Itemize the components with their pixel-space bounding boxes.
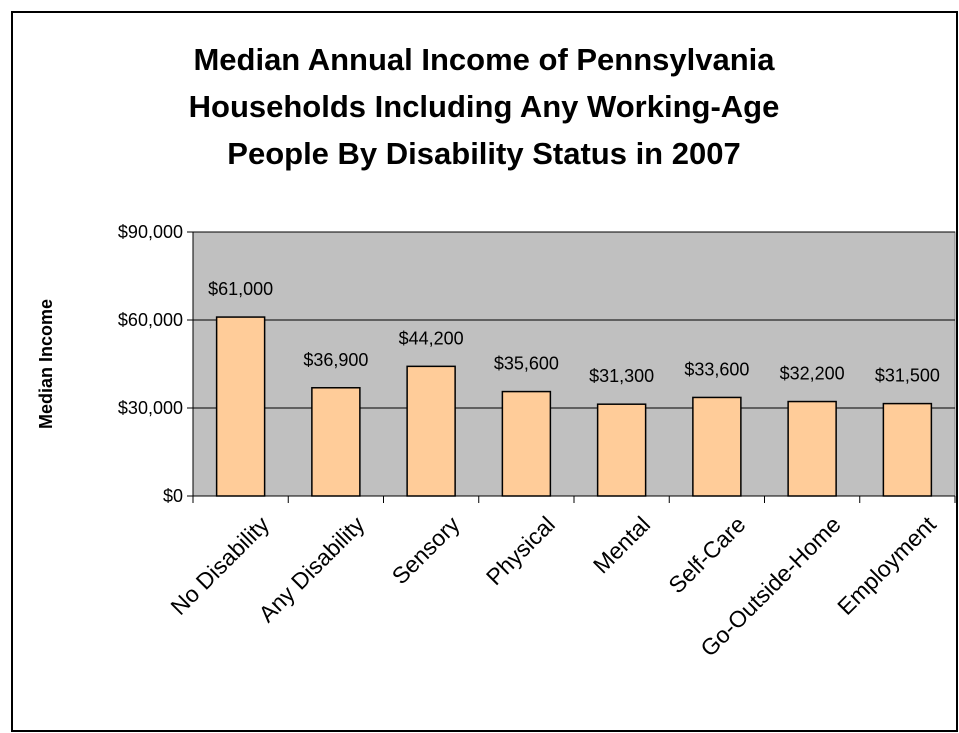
data-label: $36,900 bbox=[303, 350, 368, 370]
bar-go-outside-home bbox=[787, 400, 837, 497]
data-labels: $61,000 $36,900 $44,200 $35,600 $31,300 $33,6… bbox=[208, 279, 940, 386]
y-tick-labels: $0 $30,000 $60,000 $90,000 bbox=[118, 222, 183, 506]
data-label: $61,000 bbox=[208, 279, 273, 299]
bar-self-care bbox=[692, 396, 742, 497]
data-label: $33,600 bbox=[684, 359, 749, 379]
title-line-1: Median Annual Income of Pennsylvania bbox=[193, 42, 775, 77]
bar-sensory bbox=[406, 365, 456, 497]
y-axis-label: Median Income bbox=[36, 299, 56, 429]
bars bbox=[215, 316, 933, 497]
bar-no-disability bbox=[215, 316, 266, 497]
title-line-2: Households Including Any Working-Age bbox=[189, 89, 780, 124]
y-tick-label: $60,000 bbox=[118, 310, 183, 330]
bar-physical bbox=[501, 390, 552, 497]
bar-mental bbox=[596, 403, 647, 497]
data-label: $44,200 bbox=[399, 328, 464, 348]
bar-any-disability bbox=[311, 387, 361, 497]
data-label: $31,300 bbox=[589, 366, 654, 386]
bar-employment bbox=[882, 402, 933, 497]
y-tick-label: $30,000 bbox=[118, 398, 183, 418]
title-line-3: People By Disability Status in 2007 bbox=[227, 136, 740, 171]
data-label: $32,200 bbox=[780, 364, 845, 384]
y-tick-label: $0 bbox=[163, 486, 183, 506]
data-label: $31,500 bbox=[875, 366, 940, 386]
data-label: $35,600 bbox=[494, 354, 559, 374]
y-tick-label: $90,000 bbox=[118, 222, 183, 242]
chart-title: Median Annual Income of Pennsylvania Hou… bbox=[189, 42, 780, 171]
axes bbox=[187, 231, 956, 503]
